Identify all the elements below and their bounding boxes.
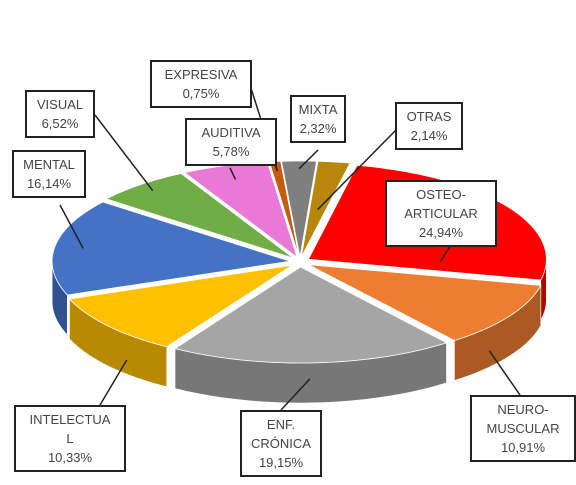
data-label: OSTEO- ARTICULAR 24,94% (385, 180, 497, 247)
slice (281, 160, 318, 258)
slice (174, 266, 448, 364)
slice (68, 264, 293, 348)
slice (105, 173, 294, 259)
label-value: 10,33% (47, 450, 93, 465)
label-value: 24,94% (418, 225, 464, 240)
label-name: INTELECTUA L (29, 412, 111, 446)
leader-line (317, 129, 397, 211)
leader-line (59, 204, 84, 249)
data-label: MENTAL 16,14% (12, 150, 86, 198)
label-value: 2,32% (299, 121, 337, 136)
data-label: INTELECTUA L 10,33% (14, 405, 126, 472)
leader-line (229, 167, 237, 180)
label-name: AUDITIVA (201, 125, 261, 140)
label-name: OTRAS (406, 109, 452, 124)
slice (51, 201, 291, 296)
data-label: AUDITIVA 5,78% (185, 118, 277, 166)
label-value: 0,75% (182, 86, 220, 101)
label-value: 16,14% (26, 176, 72, 191)
label-value: 5,78% (212, 144, 250, 159)
data-label: OTRAS 2,14% (395, 102, 463, 150)
leader-line (298, 149, 319, 170)
leader-line (94, 114, 154, 192)
data-label: MIXTA 2,32% (290, 95, 346, 143)
label-name: ENF. CRÓNICA (251, 417, 311, 451)
label-name: NEURO- MUSCULAR (486, 402, 560, 436)
label-name: MIXTA (298, 102, 338, 117)
slice (300, 160, 351, 258)
leader-line (99, 359, 128, 406)
leader-line (280, 378, 311, 411)
label-name: OSTEO- ARTICULAR (404, 187, 478, 221)
label-value: 10,91% (500, 440, 546, 455)
data-label: ENF. CRÓNICA 19,15% (240, 410, 322, 477)
data-label: EXPRESIVA 0,75% (150, 60, 252, 108)
label-value: 19,15% (258, 455, 304, 470)
label-name: MENTAL (23, 157, 75, 172)
data-label: NEURO- MUSCULAR 10,91% (470, 395, 576, 462)
slice (308, 264, 542, 341)
label-value: 2,14% (410, 128, 448, 143)
label-name: EXPRESIVA (164, 67, 238, 82)
data-label: VISUAL 6,52% (25, 90, 95, 138)
label-value: 6,52% (41, 116, 79, 131)
leader-line (488, 350, 521, 396)
label-name: VISUAL (36, 97, 84, 112)
